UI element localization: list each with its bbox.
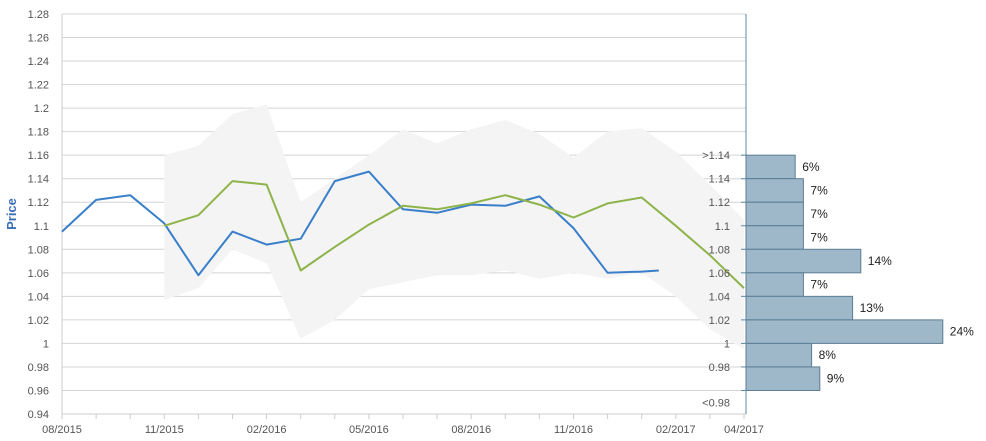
forecast-band <box>164 104 745 350</box>
x-tick-label: 11/2015 <box>145 424 184 436</box>
y-tick-label: 0.94 <box>28 409 49 421</box>
y-axis-title: Price <box>4 198 19 230</box>
histogram-pct-label: 7% <box>810 183 828 197</box>
y-tick-label: 1.22 <box>28 80 49 92</box>
histogram-pct-label: 7% <box>810 207 828 221</box>
histogram-pct-label: 24% <box>950 325 974 339</box>
forecast-series-line <box>164 180 745 289</box>
y-tick-label: 0.96 <box>28 385 49 397</box>
y-tick-label: 1.28 <box>28 9 49 21</box>
histogram-bar <box>745 178 804 203</box>
histogram-pct-label: 9% <box>827 372 845 386</box>
histogram-bar <box>745 225 804 250</box>
y-tick-label: 1.26 <box>28 33 49 45</box>
histogram-pct-label: 8% <box>819 348 837 362</box>
histogram-bar <box>745 248 862 274</box>
histogram-pct-label: 7% <box>810 278 828 292</box>
histogram-bin-label: 1.04 <box>709 291 730 303</box>
histogram-bin-label: 1.08 <box>709 244 730 256</box>
y-tick-label: 1.2 <box>34 103 49 115</box>
histogram-bin-label: >1.14 <box>702 150 730 162</box>
y-tick-label: 1.1 <box>34 221 49 233</box>
x-tick-label: 02/2016 <box>247 424 287 436</box>
y-tick-label: 1.02 <box>28 315 49 327</box>
x-tick-label: 08/2015 <box>42 424 82 436</box>
histogram-bar <box>745 342 813 368</box>
histogram-bin-label: 1.02 <box>709 315 730 327</box>
histogram-bar <box>745 272 804 297</box>
y-tick-label: 1.14 <box>28 174 49 186</box>
y-tick-label: 1.18 <box>28 127 49 139</box>
histogram-pct-label: 14% <box>868 254 892 268</box>
histogram-bin-label: 1.06 <box>709 268 730 280</box>
y-tick-label: 1.16 <box>28 150 49 162</box>
y-tick-label: 1.08 <box>28 244 49 256</box>
histogram-pct-label: 7% <box>810 231 828 245</box>
histogram-pct-label: 6% <box>802 160 820 174</box>
histogram-bar <box>745 366 821 391</box>
histogram-pct-label: 13% <box>860 301 884 315</box>
y-tick-label: 1 <box>43 338 49 350</box>
x-tick-label: 04/2017 <box>724 424 764 436</box>
x-tick-label: 08/2016 <box>451 424 491 436</box>
histogram-bin-label: 0.98 <box>709 362 730 374</box>
histogram-bin-label: <0.98 <box>702 397 730 409</box>
y-tick-label: 1.12 <box>28 197 49 209</box>
histogram-bin-label: 1.14 <box>709 174 730 186</box>
histogram-bin-label: 1.1 <box>715 221 730 233</box>
x-tick-label: 05/2016 <box>349 424 389 436</box>
histogram-bar <box>745 319 944 344</box>
y-tick-label: 1.06 <box>28 268 49 280</box>
histogram-bin-label: 1.12 <box>709 197 730 209</box>
histogram-bar <box>745 295 854 321</box>
histogram-bar <box>745 201 804 227</box>
x-tick-label: 02/2017 <box>656 424 696 436</box>
y-tick-label: 1.24 <box>28 56 49 68</box>
y-tick-label: 1.04 <box>28 291 49 303</box>
y-tick-label: 0.98 <box>28 362 49 374</box>
x-tick-label: 11/2016 <box>554 424 593 436</box>
price-series-line <box>61 170 659 277</box>
histogram-bin-label: 1 <box>724 338 730 350</box>
histogram-bar <box>745 154 796 180</box>
